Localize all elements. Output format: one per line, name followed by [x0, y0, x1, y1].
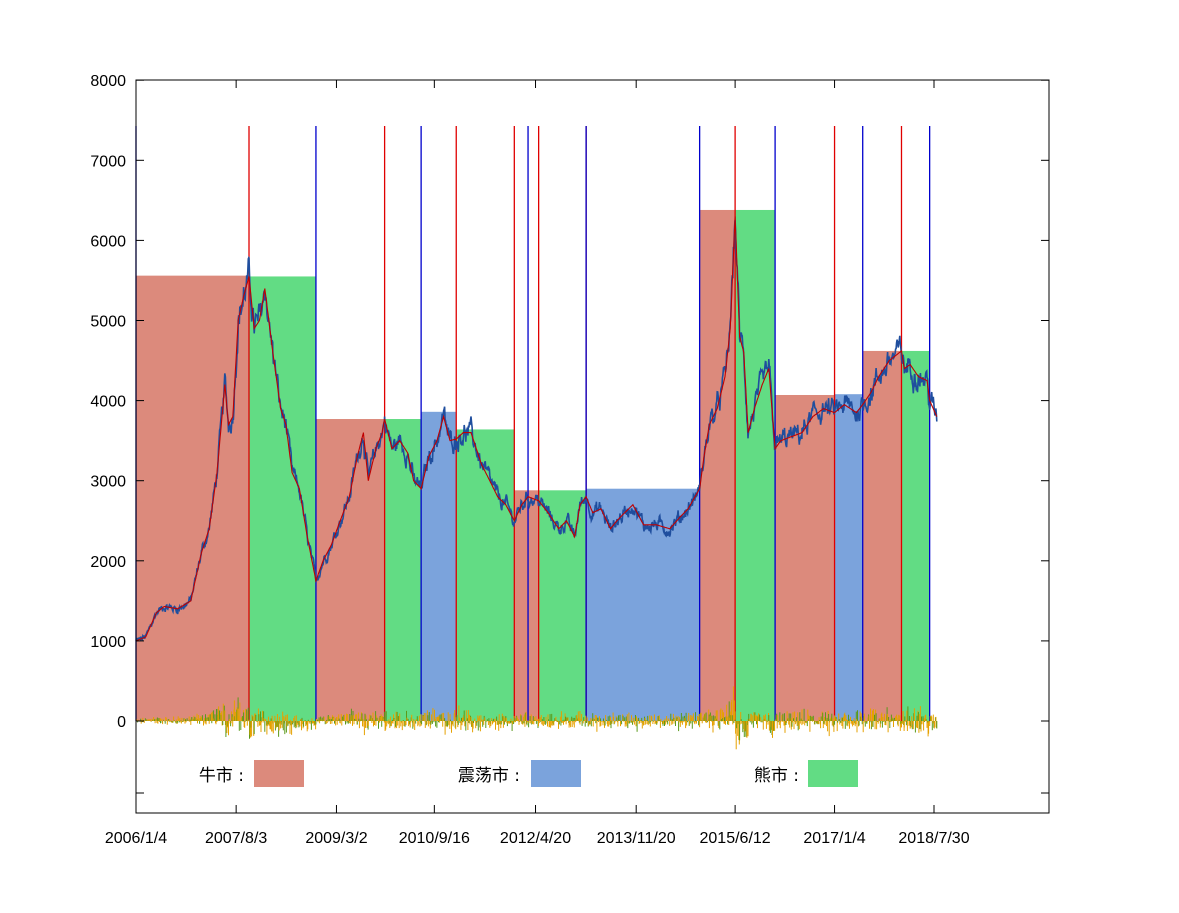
regime-bar-bull: [699, 209, 736, 721]
change-bars: [136, 686, 938, 750]
x-tick-label: 2012/4/20: [500, 830, 571, 847]
trend-line: [135, 216, 938, 642]
y-tick-label: 6000: [90, 233, 126, 250]
y-tick-label: 0: [117, 714, 126, 731]
legend: 牛市 : 震荡市 : 熊市 :: [199, 760, 858, 787]
regime-bars: [136, 209, 930, 721]
x-tick-label: 2015/6/12: [700, 830, 771, 847]
x-tick-label: 2010/9/16: [399, 830, 470, 847]
regime-bar-bear: [735, 209, 776, 721]
y-tick-label: 5000: [90, 314, 126, 331]
regime-bar-bear: [249, 276, 316, 721]
series-lines: [135, 216, 938, 642]
regime-bar-bear: [456, 429, 515, 721]
legend-label: 牛市 :: [199, 766, 244, 786]
regime-bar-bull: [862, 350, 902, 721]
legend-label: 震荡市 :: [458, 766, 520, 786]
y-tick-label: 4000: [90, 394, 126, 411]
x-tick-label: 2007/8/3: [205, 830, 267, 847]
regime-bar-bear: [384, 419, 422, 721]
legend-swatch: [254, 760, 304, 787]
x-tick-label: 2018/7/30: [898, 830, 969, 847]
x-tick-label: 2009/3/2: [305, 830, 367, 847]
regime-bar-bull: [775, 394, 835, 721]
regime-bar-bull: [514, 490, 539, 721]
plot-frame: [135, 79, 1050, 814]
axes: 0 1000 2000 3000 4000 5000 6000 7000 8000 2006/1/…: [90, 73, 1049, 847]
x-tick-label: 2006/1/4: [105, 830, 167, 847]
regime-bar-bull: [315, 419, 385, 721]
regime-bar-range: [421, 411, 457, 721]
legend-swatch: [808, 760, 858, 787]
regime-bar-bear: [901, 350, 930, 721]
y-tick-label: 8000: [90, 73, 126, 90]
x-tick-label: 2013/11/20: [597, 830, 676, 847]
regime-bar-bull: [136, 275, 250, 721]
y-tick-label: 7000: [90, 153, 126, 170]
legend-label: 熊市 :: [754, 766, 799, 786]
y-tick-label: 2000: [90, 554, 126, 571]
legend-swatch: [531, 760, 581, 787]
x-tick-label: 2017/1/4: [803, 830, 865, 847]
y-tick-label: 1000: [90, 634, 126, 651]
regime-bar-range: [834, 394, 863, 721]
y-tick-label: 3000: [90, 474, 126, 491]
